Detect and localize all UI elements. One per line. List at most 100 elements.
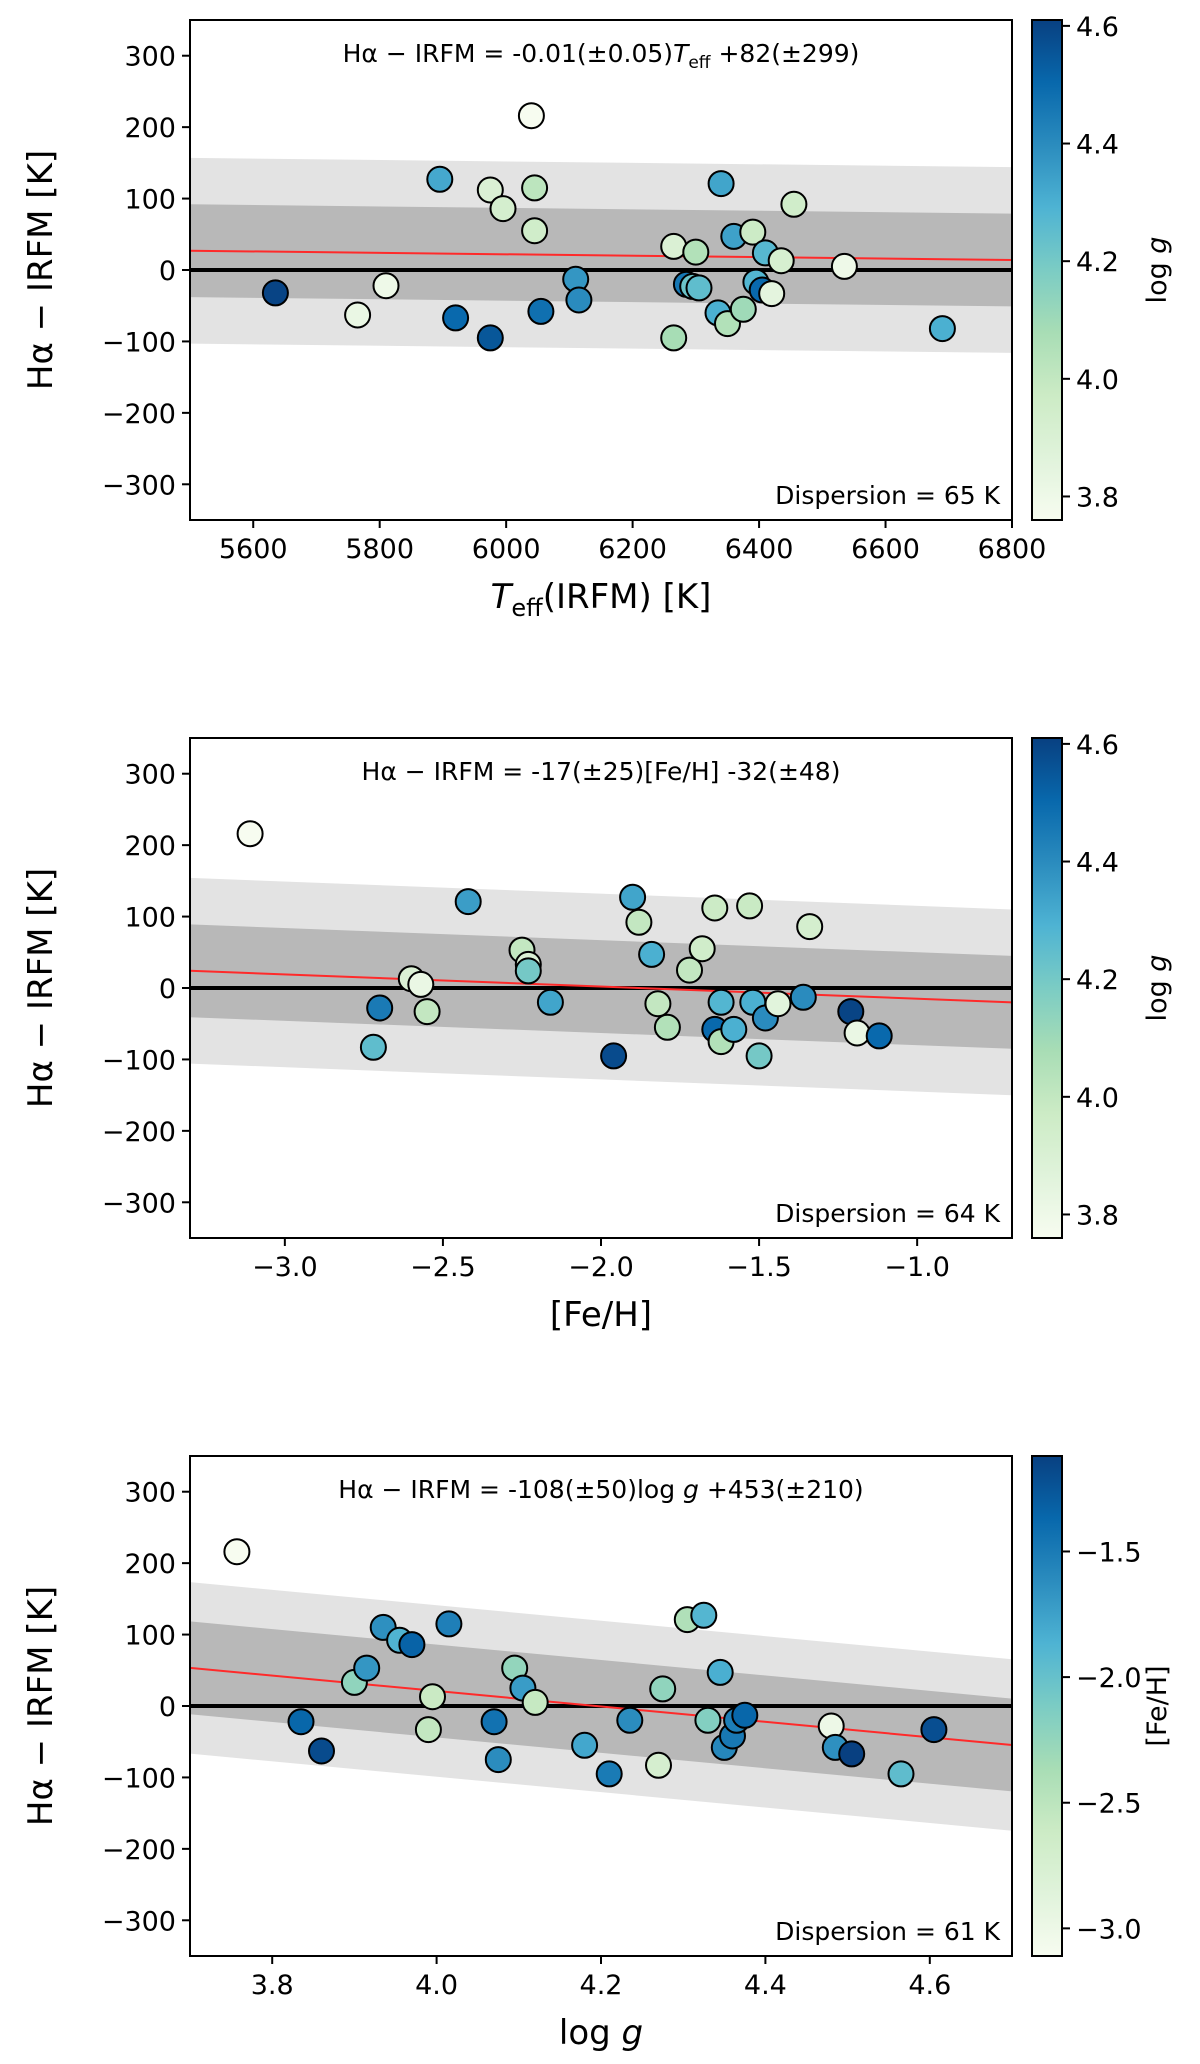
- y-tick-label: −300: [102, 1188, 176, 1219]
- data-point: [764, 990, 792, 1018]
- data-point: [838, 1740, 866, 1768]
- data-point: [236, 820, 264, 848]
- colorbar-tick-label: −2.0: [1076, 1663, 1142, 1694]
- y-tick-label: −300: [102, 1906, 176, 1937]
- data-point: [414, 1716, 442, 1744]
- x-tick-label: −2.0: [568, 1252, 634, 1283]
- colorbar-tick-label: 3.8: [1076, 482, 1119, 513]
- data-points: [223, 1538, 948, 1788]
- x-tick-label: −3.0: [252, 1252, 318, 1283]
- x-tick-label: 6000: [472, 534, 541, 565]
- data-point: [565, 286, 593, 314]
- x-axis-label: Teff(IRFM) [K]: [491, 577, 712, 622]
- data-point: [223, 1538, 251, 1566]
- data-point: [600, 1042, 628, 1070]
- colorbar-label: log g: [1142, 237, 1173, 304]
- colorbar-gradient: [1031, 1455, 1063, 1957]
- colorbar-tick-label: 4.0: [1076, 1083, 1119, 1114]
- data-point: [920, 1716, 948, 1744]
- data-point: [398, 1631, 426, 1659]
- x-tick-label: −1.5: [726, 1252, 792, 1283]
- data-point: [706, 1658, 734, 1686]
- data-point: [731, 1701, 759, 1729]
- y-tick-label: 0: [159, 256, 176, 287]
- data-point: [653, 1013, 681, 1041]
- colorbar-tick-label: −2.5: [1076, 1789, 1142, 1820]
- panel-feh: −3.0 −2.5 −2.0 −1.5 −1.0 −300 −200 −100 0 100 200…: [21, 730, 1173, 1335]
- data-point: [745, 1042, 773, 1070]
- colorbar-tick-label: 4.2: [1076, 247, 1119, 278]
- x-tick-label: −1.0: [884, 1252, 950, 1283]
- colorbar: 3.8 4.0 4.2 4.4 4.6: [1031, 12, 1119, 521]
- x-ticks: 3.8 4.0 4.2 4.4 4.6: [251, 1956, 951, 2001]
- y-ticks: −300 −200 −100 0 100 200 300: [102, 42, 190, 501]
- y-tick-label: −200: [102, 1117, 176, 1148]
- y-ticks: −300 −200 −100 0 100 200 300: [102, 1478, 190, 1937]
- data-point: [372, 272, 400, 300]
- data-point: [690, 1601, 718, 1629]
- colorbar-tick-label: 4.0: [1076, 365, 1119, 396]
- data-point: [571, 1731, 599, 1759]
- data-point: [682, 238, 710, 266]
- y-tick-label: −100: [102, 1045, 176, 1076]
- data-point: [780, 190, 808, 218]
- data-point: [694, 1706, 722, 1734]
- panel-teff: 5600 5800 6000 6200 6400 6600 6800 −300 −200 −10…: [21, 12, 1173, 622]
- data-point: [616, 1706, 644, 1734]
- fit-equation: Hα − IRFM = -108(±50)log g +453(±210): [338, 1475, 863, 1504]
- data-point: [645, 1751, 672, 1779]
- x-tick-label: 4.2: [580, 1970, 623, 2001]
- data-point: [625, 908, 653, 936]
- data-point: [527, 297, 555, 325]
- colorbar-tick-label: −3.0: [1076, 1914, 1142, 1945]
- data-point: [595, 1760, 623, 1788]
- data-point: [426, 165, 454, 193]
- fit-line: [190, 969, 1012, 1004]
- data-point: [928, 315, 956, 343]
- colorbar: −3.0 −2.5 −2.0 −1.5: [1031, 1455, 1142, 1957]
- data-point: [480, 1708, 508, 1736]
- colorbar-tick-label: 3.8: [1076, 1200, 1119, 1231]
- fit-lines: [190, 1666, 1012, 1746]
- fit-lines: [190, 249, 1012, 272]
- data-point: [344, 301, 372, 329]
- y-tick-label: −300: [102, 470, 176, 501]
- y-tick-label: −200: [102, 399, 176, 430]
- colorbar-tick-label: 4.6: [1076, 730, 1119, 761]
- data-point: [758, 280, 786, 308]
- data-point: [476, 324, 504, 352]
- y-tick-label: −100: [102, 327, 176, 358]
- data-point: [660, 232, 688, 260]
- data-point: [644, 990, 672, 1018]
- y-tick-label: 200: [124, 831, 176, 862]
- data-point: [865, 1022, 893, 1050]
- data-point: [796, 913, 824, 941]
- dispersion-label: Dispersion = 65 K: [775, 481, 1000, 510]
- y-tick-label: 0: [159, 1692, 176, 1723]
- dispersion-label: Dispersion = 64 K: [775, 1199, 1000, 1228]
- x-tick-label: 6400: [725, 534, 794, 565]
- dispersion-label: Dispersion = 61 K: [775, 1917, 1000, 1946]
- data-point: [366, 994, 394, 1022]
- x-tick-label: −2.5: [410, 1252, 476, 1283]
- data-point: [521, 1688, 549, 1716]
- fit-line: [190, 1666, 1012, 1746]
- y-tick-label: 100: [124, 1621, 176, 1652]
- colorbar-label: log g: [1142, 955, 1173, 1022]
- x-tick-label: 6800: [978, 534, 1047, 565]
- data-point: [407, 970, 435, 998]
- x-tick-label: 4.6: [908, 1970, 951, 2001]
- data-point: [435, 1610, 463, 1638]
- x-axis-label: log g: [559, 2013, 643, 2053]
- data-points: [261, 102, 956, 352]
- fit-line: [190, 249, 1012, 261]
- x-tick-label: 5600: [219, 534, 288, 565]
- x-axis-label: [Fe/H]: [550, 1295, 652, 1335]
- data-point: [887, 1760, 915, 1788]
- y-tick-label: 300: [124, 760, 176, 791]
- data-point: [521, 217, 549, 245]
- data-point: [308, 1737, 335, 1765]
- x-tick-label: 4.0: [415, 1970, 458, 2001]
- data-point: [261, 279, 289, 307]
